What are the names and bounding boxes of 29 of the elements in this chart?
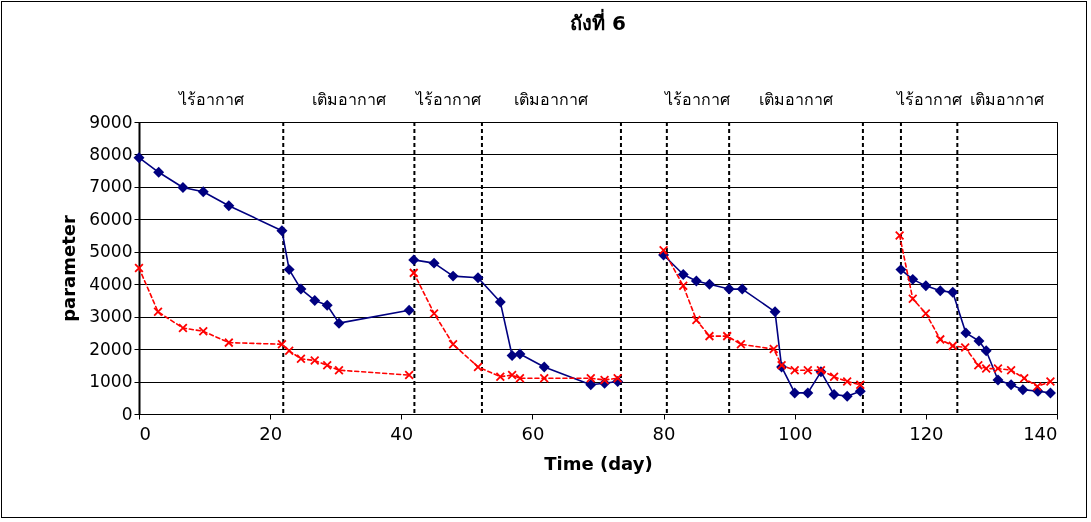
y-tick-label: 9000 (89, 111, 133, 132)
x-tick-label: 20 (259, 422, 283, 444)
y-tick-label: 0 (121, 403, 133, 424)
x-tick-label: 140 (1023, 422, 1058, 444)
x-tick-label: 100 (778, 422, 813, 444)
text: ไร้อากาศ (413, 90, 481, 109)
x-tick-label: 0 (139, 422, 151, 444)
text: เติมอากาศ (759, 90, 834, 109)
y-tick-label: 8000 (89, 143, 133, 164)
x-tick-label: 80 (652, 422, 676, 444)
y-tick-label: 2000 (89, 338, 133, 359)
y-axis-title: parameter (58, 215, 80, 322)
text: ไร้อากาศ (176, 90, 244, 109)
text: เติมอากาศ (514, 90, 589, 109)
x-axis-title: Time (day) (544, 452, 653, 474)
x-tick-label: 120 (909, 422, 944, 444)
y-tick-label: 5000 (89, 241, 133, 262)
text: เติมอากาศ (970, 90, 1045, 109)
text: เติมอากาศ (311, 90, 386, 109)
y-tick-label: 7000 (89, 176, 133, 197)
y-tick-label: 4000 (89, 273, 133, 294)
y-tick-label: 1000 (89, 371, 133, 392)
x-tick-label: 40 (390, 422, 414, 444)
y-tick-label: 3000 (89, 306, 133, 327)
text: ไร้อากาศ (894, 90, 962, 109)
y-tick-label: 6000 (89, 208, 133, 229)
chart-title: ถังที่ 6 (570, 8, 626, 35)
text: ไร้อากาศ (663, 90, 731, 109)
x-tick-label: 60 (521, 422, 545, 444)
